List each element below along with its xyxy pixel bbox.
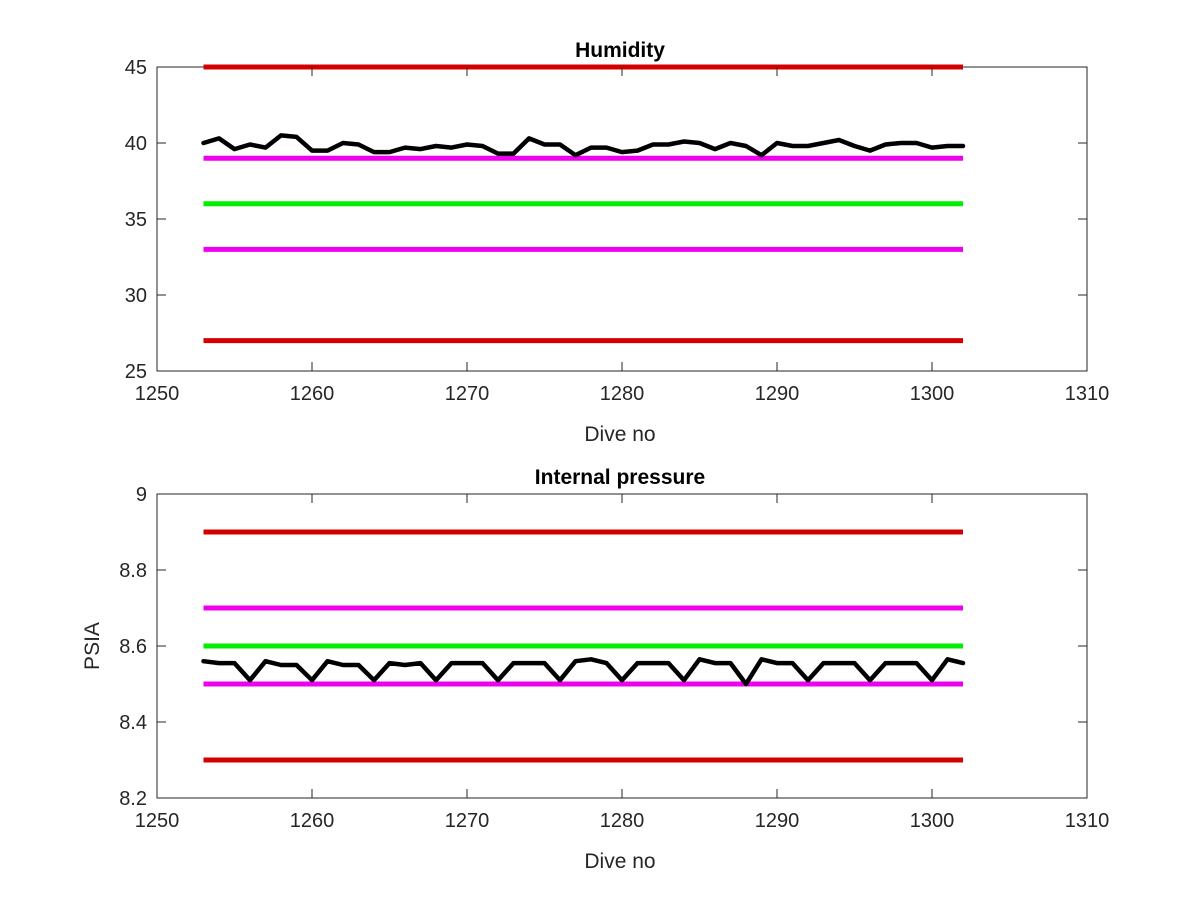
pressure-x-tick-label: 1250 xyxy=(135,810,180,832)
pressure-x-tick-label: 1300 xyxy=(910,810,955,832)
humidity-series-line-0 xyxy=(201,133,966,158)
pressure-y-tick-label: 9 xyxy=(136,484,147,506)
pressure-plot-area xyxy=(201,529,966,763)
pressure-x-tick-label: 1290 xyxy=(755,810,800,832)
humidity-y-tick-label: 25 xyxy=(125,361,147,383)
humidity-plot-area xyxy=(201,64,966,344)
humidity-x-tick-label: 1290 xyxy=(755,383,800,405)
pressure-series-line-0 xyxy=(201,657,966,687)
pressure-subplot: 1250 1260 1270 1280 1290 1300 1310 8.28.48.68.… xyxy=(81,466,1109,873)
pressure-x-axis-label: Dive no xyxy=(584,850,655,873)
humidity-axes-box xyxy=(156,66,1088,372)
pressure-x-tick-label: 1260 xyxy=(290,810,335,832)
pressure-y-tick-label: 8.4 xyxy=(119,712,147,734)
humidity-subplot: 1250 1260 1270 1280 1290 1300 1310 2530354045 … xyxy=(125,39,1110,446)
humidity-title: Humidity xyxy=(575,39,665,62)
pressure-y-tick-label: 8.8 xyxy=(119,560,147,582)
humidity-x-ticks: 1250 1260 1270 1280 1290 1300 1310 xyxy=(135,67,1110,405)
pressure-x-tick-label: 1310 xyxy=(1065,810,1110,832)
humidity-y-tick-label: 45 xyxy=(125,57,147,79)
pressure-title: Internal pressure xyxy=(535,466,705,489)
pressure-y-axis-label: PSIA xyxy=(81,622,104,670)
pressure-x-ticks: 1250 1260 1270 1280 1290 1300 1310 xyxy=(135,494,1110,832)
pressure-x-tick-label: 1280 xyxy=(600,810,645,832)
humidity-y-tick-label: 35 xyxy=(125,209,147,231)
humidity-x-tick-label: 1280 xyxy=(600,383,645,405)
humidity-x-axis-label: Dive no xyxy=(584,423,655,446)
humidity-y-tick-label: 30 xyxy=(125,285,147,307)
pressure-y-tick-label: 8.2 xyxy=(119,788,147,810)
pressure-x-tick-label: 1270 xyxy=(445,810,490,832)
humidity-y-tick-label: 40 xyxy=(125,133,147,155)
pressure-y-ticks: 8.2 8.4 8.6 8.8 9 xyxy=(119,484,1087,810)
humidity-x-tick-label: 1270 xyxy=(445,383,490,405)
pressure-y-tick-label: 8.6 xyxy=(119,636,147,658)
humidity-x-tick-label: 1310 xyxy=(1065,383,1110,405)
humidity-x-tick-label: 1260 xyxy=(290,383,335,405)
humidity-x-tick-label: 1250 xyxy=(135,383,180,405)
humidity-x-tick-label: 1300 xyxy=(910,383,955,405)
humidity-y-ticks: 25 30 35 40 45 xyxy=(125,57,1087,383)
